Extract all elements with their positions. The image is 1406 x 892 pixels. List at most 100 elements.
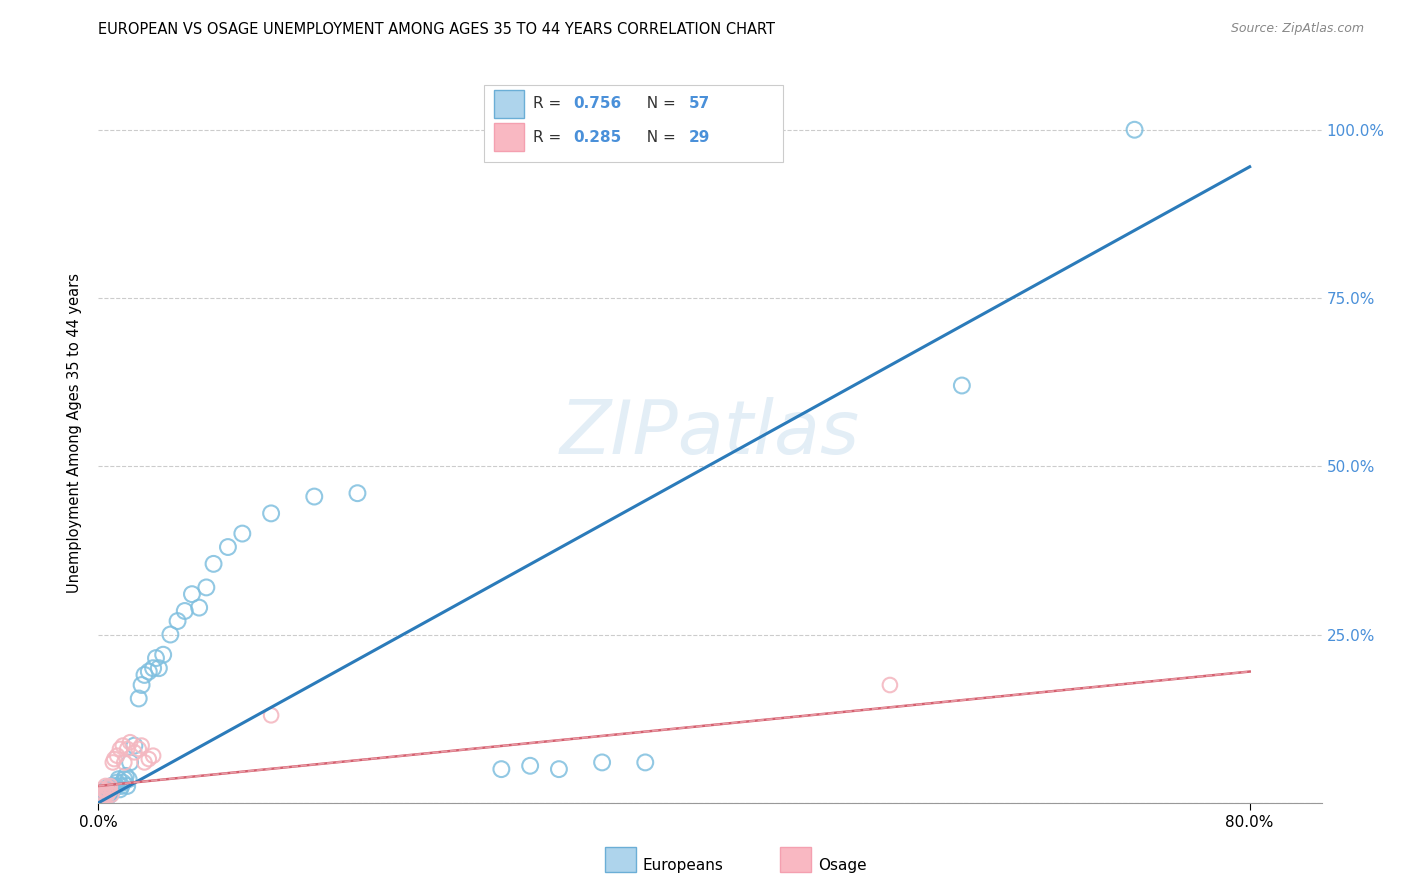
Point	[100, 783, 122, 797]
Point	[100, 779, 122, 793]
Text: ZIPatlas: ZIPatlas	[560, 397, 860, 468]
Point	[591, 756, 613, 770]
Point	[128, 742, 150, 756]
Point	[111, 775, 134, 789]
Point	[634, 756, 657, 770]
Point	[97, 783, 120, 797]
Point	[112, 772, 135, 787]
Text: 57: 57	[689, 96, 710, 112]
Point	[260, 507, 283, 521]
Point	[134, 756, 156, 770]
Point	[96, 788, 118, 802]
Text: Osage: Osage	[818, 858, 868, 872]
FancyBboxPatch shape	[494, 90, 524, 118]
Point	[98, 783, 121, 797]
Point	[91, 790, 114, 805]
Point	[98, 786, 121, 800]
Point	[98, 779, 121, 793]
Point	[181, 587, 204, 601]
Point	[105, 775, 128, 789]
Point	[100, 788, 122, 802]
Point	[120, 756, 142, 770]
Point	[103, 780, 125, 795]
Point	[231, 526, 253, 541]
Point	[90, 788, 112, 802]
Point	[97, 789, 120, 803]
Text: 0.756: 0.756	[574, 96, 621, 112]
Point	[105, 748, 128, 763]
Point	[108, 782, 131, 797]
Point	[94, 782, 117, 797]
Text: 0.285: 0.285	[574, 129, 621, 145]
Point	[91, 786, 114, 800]
Point	[128, 691, 150, 706]
Point	[142, 661, 165, 675]
Point	[93, 789, 115, 803]
Point	[110, 779, 132, 793]
Point	[138, 665, 160, 679]
Point	[101, 756, 124, 770]
Point	[1123, 122, 1146, 136]
Text: R =: R =	[533, 96, 565, 112]
Point	[202, 557, 225, 571]
Point	[117, 772, 139, 787]
Point	[260, 708, 283, 723]
Point	[548, 762, 571, 776]
Point	[94, 779, 117, 793]
Text: N =: N =	[637, 96, 681, 112]
Text: EUROPEAN VS OSAGE UNEMPLOYMENT AMONG AGES 35 TO 44 YEARS CORRELATION CHART: EUROPEAN VS OSAGE UNEMPLOYMENT AMONG AGE…	[98, 22, 776, 37]
Text: Europeans: Europeans	[643, 858, 724, 872]
Text: R =: R =	[533, 129, 565, 145]
Point	[98, 780, 121, 795]
Point	[879, 678, 901, 692]
Y-axis label: Unemployment Among Ages 35 to 44 years: Unemployment Among Ages 35 to 44 years	[67, 273, 83, 592]
Point	[93, 783, 115, 797]
Point	[103, 752, 125, 766]
Point	[166, 614, 188, 628]
Point	[115, 779, 138, 793]
Point	[188, 600, 211, 615]
Text: 29: 29	[689, 129, 710, 145]
Point	[96, 780, 118, 795]
Point	[491, 762, 513, 776]
Point	[94, 783, 117, 797]
Point	[90, 788, 112, 802]
Point	[124, 745, 146, 759]
Point	[101, 782, 124, 797]
Point	[131, 739, 153, 753]
Point	[91, 786, 114, 800]
Point	[93, 789, 115, 803]
Point	[89, 789, 111, 803]
Point	[134, 668, 156, 682]
Point	[145, 651, 167, 665]
Point	[114, 769, 136, 783]
Point	[91, 782, 114, 797]
Point	[519, 758, 541, 772]
Point	[120, 735, 142, 749]
Point	[104, 779, 127, 793]
Point	[124, 739, 146, 753]
Point	[131, 678, 153, 692]
Point	[97, 780, 120, 795]
Point	[217, 540, 239, 554]
Point	[89, 789, 111, 803]
Point	[96, 786, 118, 800]
Point	[304, 490, 326, 504]
Point	[346, 486, 368, 500]
Point	[173, 604, 195, 618]
Point	[950, 378, 973, 392]
Point	[111, 739, 134, 753]
Text: Source: ZipAtlas.com: Source: ZipAtlas.com	[1230, 22, 1364, 36]
Point	[195, 581, 218, 595]
Point	[108, 742, 131, 756]
Point	[159, 627, 181, 641]
Point	[107, 772, 129, 787]
Point	[112, 756, 135, 770]
Point	[138, 752, 160, 766]
Point	[97, 786, 120, 800]
Point	[148, 661, 170, 675]
FancyBboxPatch shape	[484, 85, 783, 162]
Point	[94, 788, 117, 802]
Text: N =: N =	[637, 129, 681, 145]
FancyBboxPatch shape	[494, 123, 524, 152]
